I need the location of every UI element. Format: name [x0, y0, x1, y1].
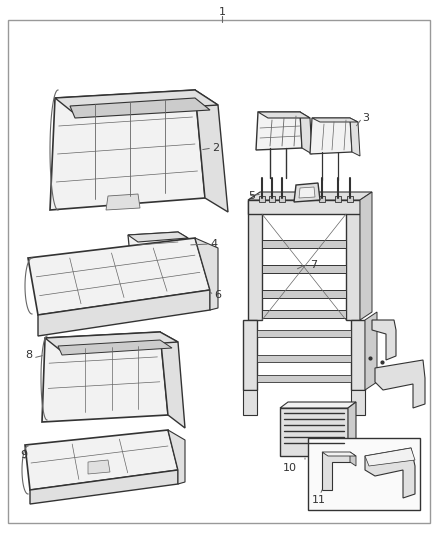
- Polygon shape: [30, 470, 178, 504]
- Polygon shape: [346, 200, 360, 320]
- Polygon shape: [348, 402, 356, 456]
- Polygon shape: [299, 187, 315, 198]
- Polygon shape: [25, 430, 178, 490]
- Polygon shape: [294, 183, 320, 202]
- Polygon shape: [195, 238, 218, 310]
- Text: 3: 3: [362, 113, 369, 123]
- Polygon shape: [248, 200, 360, 214]
- Polygon shape: [335, 196, 341, 202]
- Polygon shape: [350, 118, 360, 156]
- Polygon shape: [257, 355, 351, 362]
- Text: 6: 6: [214, 290, 221, 300]
- Polygon shape: [347, 196, 353, 202]
- Polygon shape: [269, 196, 275, 202]
- Polygon shape: [262, 240, 346, 248]
- Text: 4: 4: [210, 239, 217, 249]
- Polygon shape: [256, 112, 302, 150]
- Polygon shape: [365, 312, 377, 390]
- Polygon shape: [351, 390, 365, 415]
- Polygon shape: [365, 448, 415, 466]
- Polygon shape: [50, 90, 205, 210]
- Text: 5: 5: [248, 191, 255, 201]
- Polygon shape: [280, 408, 348, 456]
- Text: 7: 7: [310, 260, 317, 270]
- Text: 1: 1: [219, 7, 226, 17]
- Polygon shape: [88, 460, 110, 474]
- Polygon shape: [106, 194, 140, 210]
- Text: 10: 10: [283, 463, 297, 473]
- Polygon shape: [372, 320, 396, 360]
- Polygon shape: [178, 232, 190, 258]
- Polygon shape: [322, 452, 356, 456]
- Polygon shape: [243, 390, 257, 415]
- Polygon shape: [259, 196, 265, 202]
- Polygon shape: [42, 332, 168, 422]
- Polygon shape: [310, 118, 352, 154]
- Polygon shape: [248, 200, 262, 320]
- Text: 9: 9: [20, 450, 27, 460]
- Polygon shape: [128, 232, 188, 242]
- Text: 11: 11: [312, 495, 326, 505]
- Text: 2: 2: [212, 143, 219, 153]
- Polygon shape: [258, 112, 310, 118]
- Polygon shape: [262, 310, 346, 318]
- Polygon shape: [257, 330, 351, 337]
- Polygon shape: [280, 402, 356, 408]
- Polygon shape: [322, 452, 350, 490]
- Polygon shape: [262, 265, 346, 273]
- Text: 8: 8: [25, 350, 32, 360]
- Polygon shape: [312, 118, 358, 122]
- Polygon shape: [375, 360, 425, 408]
- Bar: [308, 438, 420, 510]
- Polygon shape: [279, 196, 285, 202]
- Polygon shape: [365, 448, 415, 498]
- Polygon shape: [243, 320, 257, 390]
- Polygon shape: [168, 430, 185, 484]
- Polygon shape: [38, 290, 210, 336]
- Polygon shape: [128, 232, 182, 256]
- Polygon shape: [58, 340, 172, 355]
- Polygon shape: [319, 196, 325, 202]
- Polygon shape: [55, 90, 218, 114]
- Polygon shape: [350, 452, 356, 466]
- Polygon shape: [28, 238, 210, 315]
- Polygon shape: [257, 375, 351, 382]
- Polygon shape: [351, 320, 365, 390]
- Polygon shape: [262, 290, 346, 298]
- Polygon shape: [248, 192, 372, 200]
- Polygon shape: [45, 332, 178, 350]
- Polygon shape: [195, 90, 228, 212]
- Polygon shape: [70, 98, 210, 118]
- Polygon shape: [360, 192, 372, 320]
- Polygon shape: [300, 112, 312, 154]
- Polygon shape: [160, 332, 185, 428]
